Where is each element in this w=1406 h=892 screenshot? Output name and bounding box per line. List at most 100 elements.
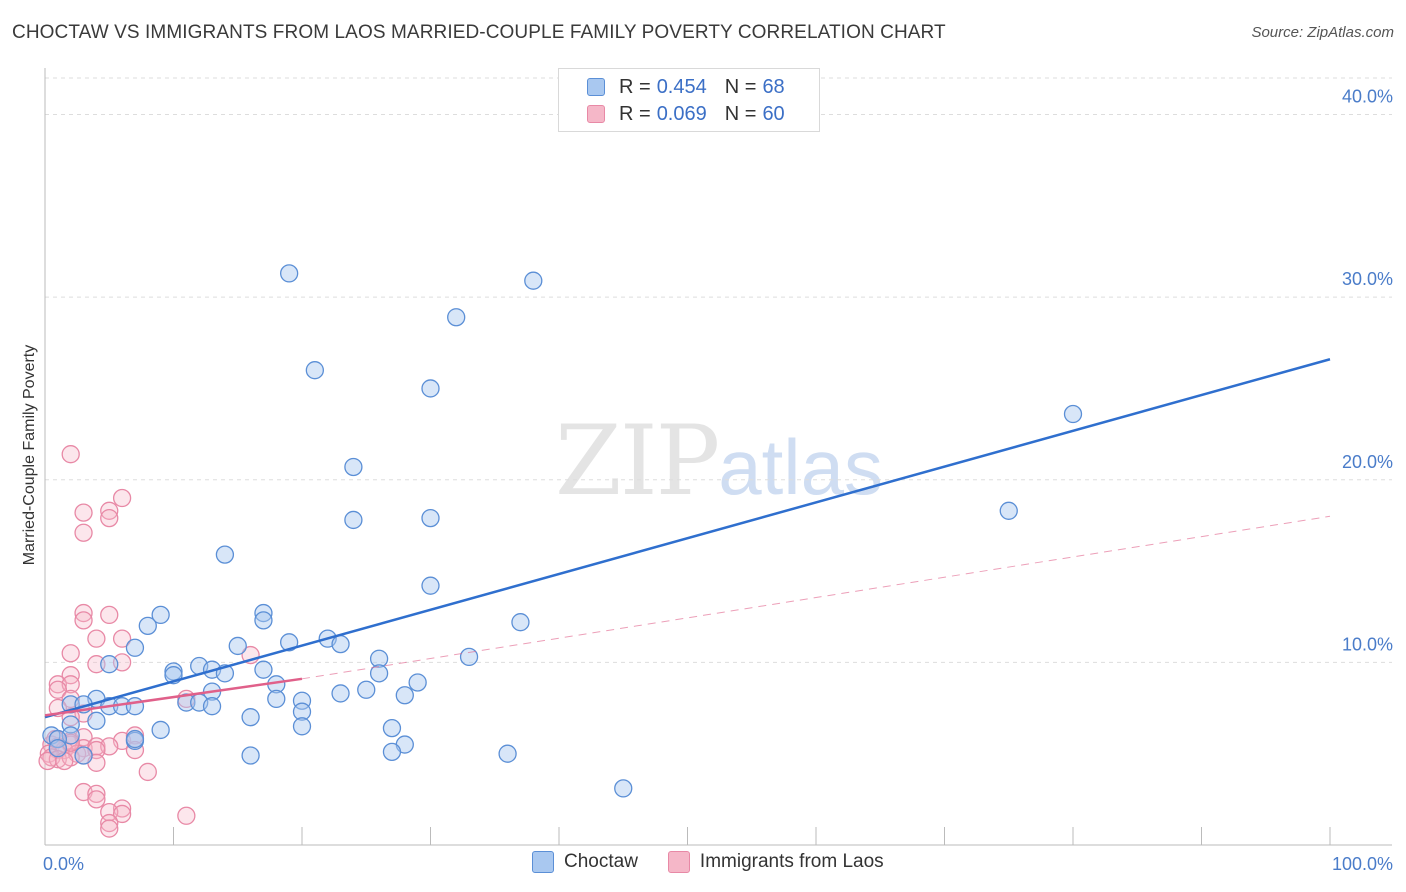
point-choctaw [369, 664, 389, 683]
point-laos [100, 813, 119, 833]
trend-lines [44, 358, 1331, 719]
source-label: Source: ZipAtlas.com [1251, 24, 1394, 41]
point-laos [100, 605, 119, 625]
point-choctaw [421, 379, 440, 398]
point-choctaw [999, 501, 1018, 520]
series-choctaw-points [42, 264, 1083, 798]
series-legend-label: Choctaw [564, 851, 638, 872]
correlation-legend: R = 0.454 N = 68 R = 0.069 N = 60 [558, 68, 820, 132]
legend-n-label: N = [724, 75, 757, 98]
point-laos [74, 603, 93, 623]
legend-n-label: N = [724, 102, 757, 125]
point-laos [87, 629, 106, 648]
legend-r-value: 0.454 [656, 75, 707, 98]
trend-line-choctaw [44, 358, 1331, 719]
point-choctaw [421, 508, 440, 528]
point-choctaw [292, 702, 312, 721]
legend-swatch-laos [667, 851, 690, 873]
point-choctaw [292, 717, 312, 736]
point-laos [74, 503, 93, 522]
legend-n-value: 60 [762, 102, 785, 125]
point-laos [74, 611, 93, 630]
point-laos [112, 804, 132, 824]
point-choctaw [331, 684, 350, 703]
point-choctaw [267, 689, 286, 709]
series-legend-laos[interactable]: Immigrants from Laos [667, 851, 884, 873]
watermark: ZIPatlas [555, 405, 883, 517]
point-choctaw [87, 711, 106, 730]
point-choctaw [151, 605, 170, 625]
point-choctaw [498, 744, 517, 763]
legend-r-label: R = [619, 102, 651, 125]
point-laos [177, 806, 196, 825]
point-choctaw [511, 613, 530, 632]
point-laos [100, 501, 119, 520]
point-choctaw [74, 746, 93, 765]
point-choctaw [447, 308, 466, 327]
point-choctaw [215, 545, 235, 564]
series-laos-points [38, 445, 260, 838]
point-choctaw [395, 686, 414, 705]
point-laos [100, 819, 119, 838]
y-tick-label: 30.0% [1342, 269, 1393, 289]
point-laos [61, 644, 80, 663]
legend-n-value: 68 [762, 75, 785, 98]
series-legend-choctaw[interactable]: Choctaw [532, 851, 638, 873]
point-laos [87, 784, 106, 804]
point-choctaw [408, 673, 427, 692]
axes [44, 68, 1392, 846]
point-choctaw [1063, 404, 1083, 424]
chart-title: CHOCTAW VS IMMIGRANTS FROM LAOS MARRIED-… [12, 22, 946, 43]
point-laos [138, 762, 157, 782]
tick-labels: 10.0% 20.0% 30.0% 40.0% 0.0% 100.0% [43, 87, 1393, 874]
point-choctaw [357, 680, 376, 699]
point-laos [48, 680, 67, 699]
y-tick-label: 40.0% [1342, 87, 1393, 107]
point-choctaw [279, 264, 299, 283]
x-tick-label: 100.0% [1332, 854, 1393, 874]
point-choctaw [241, 708, 260, 727]
series-legend-label: Immigrants from Laos [699, 851, 884, 872]
legend-row-laos: R = 0.069 N = 60 [587, 101, 785, 127]
point-laos [48, 675, 67, 694]
y-tick-label: 10.0% [1342, 634, 1393, 654]
point-choctaw [228, 636, 247, 656]
watermark-zip: ZIP [555, 405, 720, 517]
point-choctaw [125, 729, 145, 749]
point-choctaw [524, 271, 543, 290]
x-tick-label: 0.0% [43, 854, 84, 874]
point-choctaw [369, 649, 389, 668]
point-choctaw [241, 746, 260, 765]
point-choctaw [331, 634, 350, 654]
point-laos [87, 790, 106, 809]
point-laos [112, 629, 132, 648]
point-choctaw [254, 611, 273, 630]
point-choctaw [344, 510, 363, 530]
y-tick-label: 20.0% [1342, 452, 1393, 472]
point-choctaw [151, 720, 170, 740]
watermark-atlas: atlas [718, 423, 883, 511]
legend-swatch-laos [587, 105, 605, 123]
point-laos [112, 488, 132, 508]
point-choctaw [382, 742, 402, 762]
point-laos [74, 523, 93, 542]
point-choctaw [344, 457, 363, 477]
y-axis-label: Married-Couple Family Poverty [21, 345, 38, 566]
point-choctaw [48, 739, 67, 758]
point-choctaw [382, 718, 402, 738]
point-choctaw [202, 697, 222, 716]
point-laos [61, 445, 80, 464]
legend-swatch-choctaw [532, 851, 554, 873]
point-choctaw [614, 779, 633, 798]
point-choctaw [125, 697, 145, 716]
point-choctaw [421, 576, 440, 595]
legend-swatch-choctaw [587, 78, 605, 96]
point-choctaw [459, 647, 479, 667]
legend-row-choctaw: R = 0.454 N = 68 [587, 74, 785, 100]
point-choctaw [138, 616, 157, 636]
trend-line-laos [44, 677, 303, 717]
trend-line-laos-extension [301, 515, 1331, 680]
point-choctaw [254, 660, 273, 679]
point-choctaw [254, 603, 273, 623]
